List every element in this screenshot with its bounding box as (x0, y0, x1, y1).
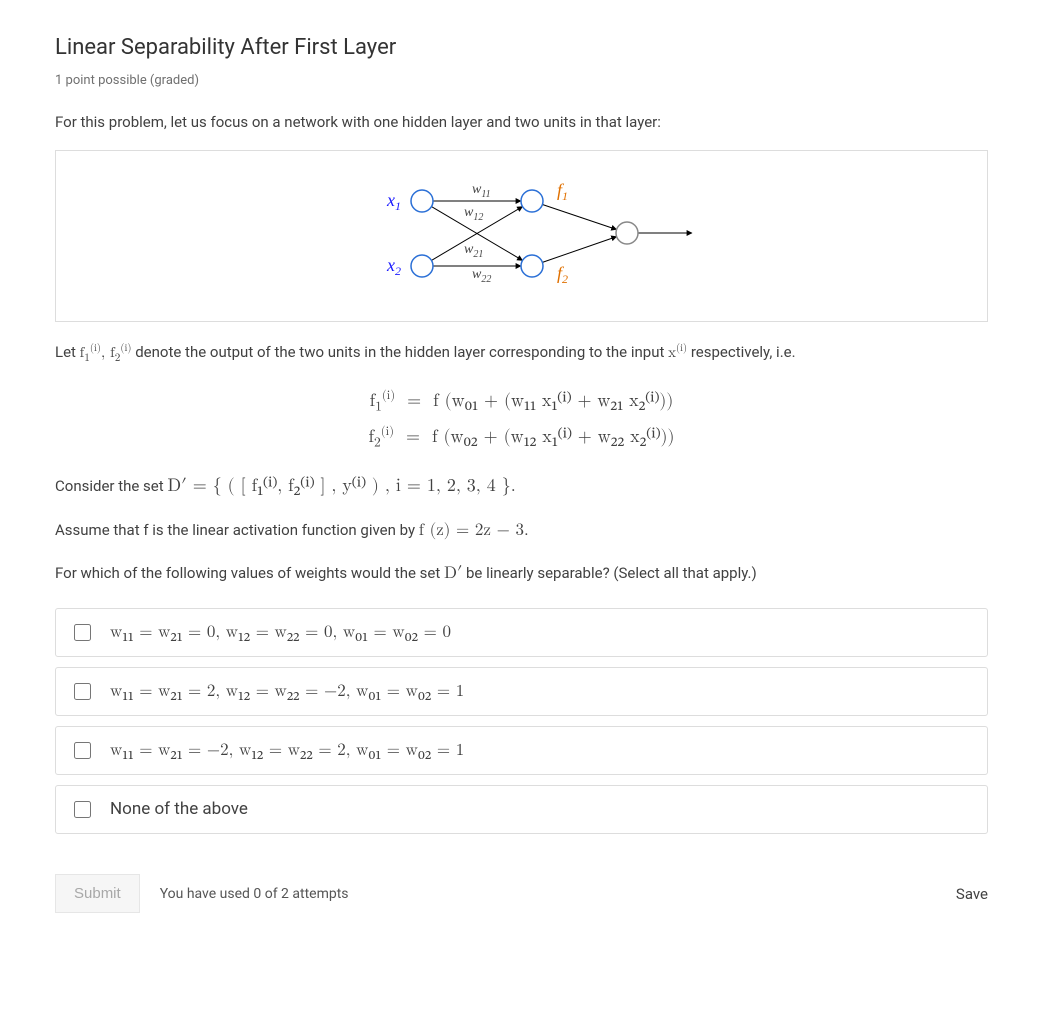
svg-text:w11: w11 (472, 182, 491, 200)
question-sentence: For which of the following values of wei… (55, 560, 988, 587)
let-sentence: Let f1(i), f2(i) denote the output of th… (55, 340, 988, 368)
intro-text: For this problem, let us focus on a netw… (55, 110, 988, 134)
svg-text:f2: f2 (557, 263, 568, 286)
option-label-2: w₁₁ = w₂₁ = 2, w₁₂ = w₂₂ = −2, w₀₁ = w₀₂… (110, 678, 464, 705)
equations-block: f1(i) = f (w₀₁ + (w₁₁ x₁⁽ⁱ⁾ + w₂₁ x₂⁽ⁱ⁾)… (55, 386, 988, 454)
attempts-text: You have used 0 of 2 attempts (160, 883, 349, 905)
consider-sentence: Consider the set D′ = { ( [ f₁⁽ⁱ⁾, f₂⁽ⁱ⁾… (55, 472, 988, 501)
svg-text:w22: w22 (472, 267, 491, 285)
option-label-4: None of the above (110, 796, 248, 823)
option-row-3[interactable]: w₁₁ = w₂₁ = −2, w₁₂ = w₂₂ = 2, w₀₁ = w₀₂… (55, 726, 988, 775)
option-checkbox-3[interactable] (74, 742, 91, 759)
submit-button[interactable]: Submit (55, 874, 140, 913)
options-group: w₁₁ = w₂₁ = 0, w₁₂ = w₂₂ = 0, w₀₁ = w₀₂ … (55, 608, 988, 835)
option-row-4[interactable]: None of the above (55, 785, 988, 834)
option-checkbox-1[interactable] (74, 624, 91, 641)
assume-sentence: Assume that f is the linear activation f… (55, 517, 988, 544)
option-checkbox-4[interactable] (74, 801, 91, 818)
network-diagram: w11 w12 w21 w22 x1 x2 f1 f2 (55, 150, 988, 322)
option-row-1[interactable]: w₁₁ = w₂₁ = 0, w₁₂ = w₂₂ = 0, w₀₁ = w₀₂ … (55, 608, 988, 657)
option-row-2[interactable]: w₁₁ = w₂₁ = 2, w₁₂ = w₂₂ = −2, w₀₁ = w₀₂… (55, 667, 988, 716)
option-checkbox-2[interactable] (74, 683, 91, 700)
svg-text:f1: f1 (557, 180, 568, 203)
svg-text:x2: x2 (386, 255, 401, 278)
option-label-1: w₁₁ = w₂₁ = 0, w₁₂ = w₂₂ = 0, w₀₁ = w₀₂ … (110, 619, 451, 646)
page-title: Linear Separability After First Layer (55, 30, 988, 65)
footer-row: Submit You have used 0 of 2 attempts Sav… (55, 874, 988, 913)
svg-text:w21: w21 (464, 242, 483, 260)
svg-text:x1: x1 (386, 190, 401, 213)
svg-text:w12: w12 (464, 205, 483, 223)
points-possible: 1 point possible (graded) (55, 71, 988, 92)
save-button[interactable]: Save (956, 882, 988, 906)
option-label-3: w₁₁ = w₂₁ = −2, w₁₂ = w₂₂ = 2, w₀₁ = w₀₂… (110, 737, 464, 764)
